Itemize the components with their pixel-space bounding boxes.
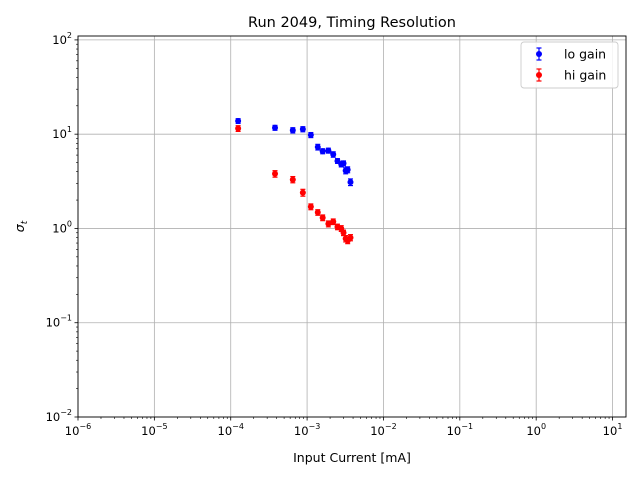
x-tick-label-exp: −2	[385, 422, 397, 431]
series-lo-gain	[235, 117, 354, 187]
y-tick-label: 10−2	[46, 408, 72, 424]
data-point	[272, 170, 279, 177]
y-tick-label: 100	[52, 219, 72, 235]
x-tick-label-base: 10	[218, 424, 233, 438]
y-tick-label-exp: 0	[67, 219, 72, 228]
x-tick-label-exp: −5	[156, 422, 168, 431]
data-point	[347, 179, 354, 186]
data-point	[235, 125, 242, 132]
y-tick-label-exp: −2	[60, 408, 72, 417]
data-point	[330, 218, 337, 225]
x-tick-label-base: 10	[294, 424, 309, 438]
y-axis-label-sub: t	[20, 220, 30, 224]
x-tick-label-exp: −1	[461, 422, 473, 431]
data-point	[347, 234, 354, 241]
x-tick-label-exp: 1	[617, 422, 622, 431]
legend-entry: lo gain	[536, 47, 606, 62]
y-tick-label-base: 10	[52, 33, 67, 47]
x-tick-label: 10−1	[447, 422, 473, 438]
data-point	[314, 209, 321, 216]
y-tick-label-exp: 1	[67, 125, 72, 134]
x-tick-label: 10−6	[65, 422, 91, 438]
data-point	[325, 220, 332, 227]
y-tick-label-exp: −1	[60, 314, 72, 323]
legend-marker	[536, 72, 542, 78]
x-tick-label-base: 10	[526, 424, 541, 438]
y-tick-label-base: 10	[52, 221, 67, 235]
x-tick-label-exp: 0	[541, 422, 546, 431]
chart-title: Run 2049, Timing Resolution	[248, 15, 456, 31]
data-point	[340, 160, 347, 167]
y-tick-label: 10−1	[46, 314, 72, 330]
x-tick-label-base: 10	[370, 424, 385, 438]
x-tick-label: 100	[526, 422, 546, 438]
y-tick-label-base: 10	[46, 410, 61, 424]
y-tick-label: 102	[52, 31, 72, 47]
data-point	[330, 151, 337, 158]
data-point	[319, 148, 326, 155]
series-hi-gain	[235, 125, 354, 245]
x-tick-label: 10−2	[370, 422, 396, 438]
data-point	[344, 166, 351, 173]
x-axis-label: Input Current [mA]	[293, 450, 411, 465]
data-point	[235, 117, 242, 124]
x-tick-label-base: 10	[603, 424, 618, 438]
y-tick-label-exp: 2	[67, 31, 72, 40]
data-point	[299, 189, 306, 196]
x-tick-label-exp: −6	[79, 422, 91, 431]
legend-entry: hi gain	[536, 68, 606, 83]
data-point	[325, 147, 332, 154]
data-point	[340, 229, 347, 236]
data-point	[314, 144, 321, 151]
legend-box	[520, 41, 619, 89]
y-axis-label: σt	[12, 220, 30, 232]
x-tick-label-base: 10	[141, 424, 156, 438]
y-tick-label-base: 10	[52, 127, 67, 141]
x-tick-label: 10−4	[218, 422, 244, 438]
data-point	[272, 124, 279, 131]
data-point	[299, 126, 306, 133]
data-layer	[235, 117, 354, 245]
legend: lo gain hi gain	[520, 41, 619, 89]
x-tick-label: 10−3	[294, 422, 320, 438]
x-tick-label-base: 10	[65, 424, 80, 438]
legend-label: hi gain	[564, 68, 606, 83]
y-axis-label-base: σ	[12, 223, 27, 232]
x-tick-label-base: 10	[447, 424, 462, 438]
data-point	[307, 203, 314, 210]
x-tick-label: 101	[603, 422, 623, 438]
data-point	[307, 132, 314, 139]
x-tick-label: 10−5	[141, 422, 167, 438]
data-point	[289, 127, 296, 134]
data-point	[289, 176, 296, 183]
x-tick-label-exp: −3	[309, 422, 321, 431]
legend-label: lo gain	[564, 47, 606, 62]
ticks: 10−6 10−5 10−4 10−3 10−2 10−1 100 10110−210−110…	[46, 31, 623, 438]
plot-frame	[77, 35, 627, 418]
y-tick-label: 101	[52, 125, 72, 141]
y-tick-label-base: 10	[46, 316, 61, 330]
legend-marker	[536, 51, 542, 57]
data-point	[319, 214, 326, 221]
x-tick-label-exp: −4	[232, 422, 244, 431]
